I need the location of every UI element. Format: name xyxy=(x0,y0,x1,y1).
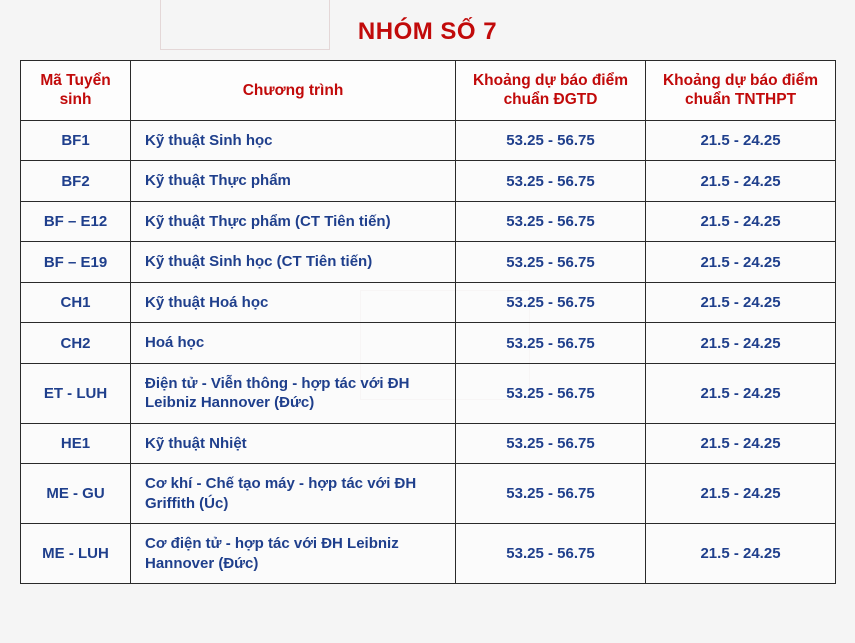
cell-program: Kỹ thuật Sinh học (CT Tiên tiến) xyxy=(131,242,456,283)
table-header-row: Mã Tuyển sinh Chương trình Khoảng dự báo… xyxy=(21,61,836,121)
cell-program: Kỹ thuật Thực phẩm xyxy=(131,161,456,202)
table-row: HE1 Kỹ thuật Nhiệt 53.25 - 56.75 21.5 - … xyxy=(21,423,836,464)
cell-range2: 21.5 - 24.25 xyxy=(646,423,836,464)
cell-range2: 21.5 - 24.25 xyxy=(646,464,836,524)
table-row: BF2 Kỹ thuật Thực phẩm 53.25 - 56.75 21.… xyxy=(21,161,836,202)
cell-range1: 53.25 - 56.75 xyxy=(456,423,646,464)
cell-range2: 21.5 - 24.25 xyxy=(646,524,836,584)
cell-code: CH2 xyxy=(21,323,131,364)
cell-code: BF – E19 xyxy=(21,242,131,283)
cell-code: CH1 xyxy=(21,282,131,323)
col-header-program: Chương trình xyxy=(131,61,456,121)
cell-program: Kỹ thuật Nhiệt xyxy=(131,423,456,464)
cell-program: Kỹ thuật Thực phẩm (CT Tiên tiến) xyxy=(131,201,456,242)
cell-program: Hoá học xyxy=(131,323,456,364)
table-row: BF1 Kỹ thuật Sinh học 53.25 - 56.75 21.5… xyxy=(21,120,836,161)
cell-range2: 21.5 - 24.25 xyxy=(646,282,836,323)
content-wrapper: NHÓM SỐ 7 Mã Tuyển sinh Chương trình Kho… xyxy=(0,0,855,594)
col-header-range2: Khoảng dự báo điểm chuẩn TNTHPT xyxy=(646,61,836,121)
table-row: BF – E19 Kỹ thuật Sinh học (CT Tiên tiến… xyxy=(21,242,836,283)
cell-code: BF1 xyxy=(21,120,131,161)
cell-code: BF2 xyxy=(21,161,131,202)
cell-range1: 53.25 - 56.75 xyxy=(456,282,646,323)
cell-range2: 21.5 - 24.25 xyxy=(646,161,836,202)
cell-range2: 21.5 - 24.25 xyxy=(646,363,836,423)
cell-range1: 53.25 - 56.75 xyxy=(456,120,646,161)
cell-range1: 53.25 - 56.75 xyxy=(456,323,646,364)
cell-range2: 21.5 - 24.25 xyxy=(646,323,836,364)
cell-range1: 53.25 - 56.75 xyxy=(456,201,646,242)
cell-range2: 21.5 - 24.25 xyxy=(646,242,836,283)
cell-code: ME - LUH xyxy=(21,524,131,584)
cell-code: BF – E12 xyxy=(21,201,131,242)
col-header-range1: Khoảng dự báo điểm chuẩn ĐGTD xyxy=(456,61,646,121)
cell-range2: 21.5 - 24.25 xyxy=(646,201,836,242)
page-title: NHÓM SỐ 7 xyxy=(20,18,835,46)
table-row: CH1 Kỹ thuật Hoá học 53.25 - 56.75 21.5 … xyxy=(21,282,836,323)
cell-program: Kỹ thuật Hoá học xyxy=(131,282,456,323)
table-row: CH2 Hoá học 53.25 - 56.75 21.5 - 24.25 xyxy=(21,323,836,364)
table-row: BF – E12 Kỹ thuật Thực phẩm (CT Tiên tiế… xyxy=(21,201,836,242)
table-row: ME - GU Cơ khí - Chế tạo máy - hợp tác v… xyxy=(21,464,836,524)
cell-code: ME - GU xyxy=(21,464,131,524)
cell-code: HE1 xyxy=(21,423,131,464)
cell-code: ET - LUH xyxy=(21,363,131,423)
cell-program: Kỹ thuật Sinh học xyxy=(131,120,456,161)
table-row: ME - LUH Cơ điện tử - hợp tác với ĐH Lei… xyxy=(21,524,836,584)
cell-program: Điện tử - Viễn thông - hợp tác với ĐH Le… xyxy=(131,363,456,423)
score-table: Mã Tuyển sinh Chương trình Khoảng dự báo… xyxy=(20,60,836,584)
cell-range1: 53.25 - 56.75 xyxy=(456,363,646,423)
cell-range1: 53.25 - 56.75 xyxy=(456,242,646,283)
cell-range1: 53.25 - 56.75 xyxy=(456,464,646,524)
cell-range2: 21.5 - 24.25 xyxy=(646,120,836,161)
cell-program: Cơ điện tử - hợp tác với ĐH Leibniz Hann… xyxy=(131,524,456,584)
cell-range1: 53.25 - 56.75 xyxy=(456,161,646,202)
cell-program: Cơ khí - Chế tạo máy - hợp tác với ĐH Gr… xyxy=(131,464,456,524)
col-header-code: Mã Tuyển sinh xyxy=(21,61,131,121)
table-row: ET - LUH Điện tử - Viễn thông - hợp tác … xyxy=(21,363,836,423)
cell-range1: 53.25 - 56.75 xyxy=(456,524,646,584)
